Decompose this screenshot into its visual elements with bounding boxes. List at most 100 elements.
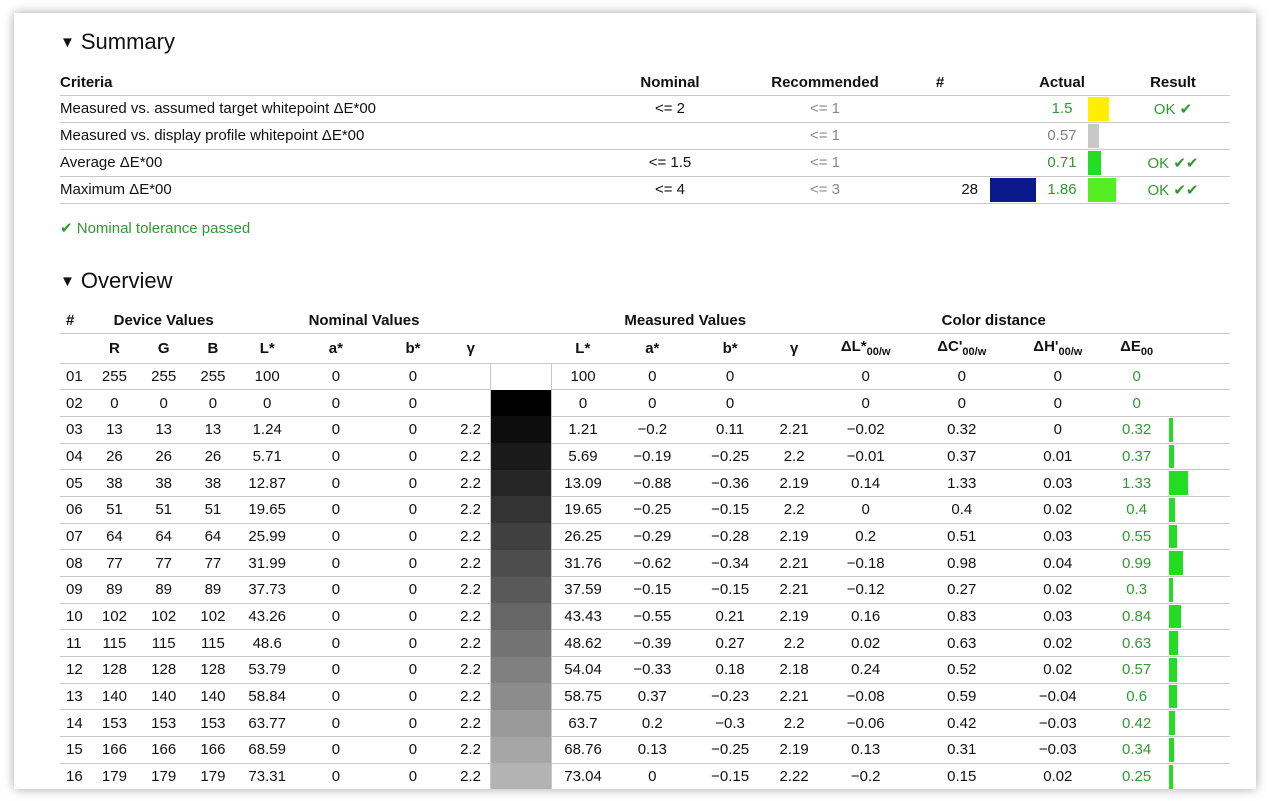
delta-e: 0.34 xyxy=(1104,736,1169,764)
nominal-l: 5.71 xyxy=(237,443,297,471)
nominal-l: 43.26 xyxy=(237,603,297,631)
device-g: 153 xyxy=(139,709,189,738)
measured-a: −0.62 xyxy=(613,549,691,577)
device-r: 128 xyxy=(89,656,140,684)
header-result: Result xyxy=(1116,71,1230,96)
device-g: 140 xyxy=(139,683,189,711)
device-g: 0 xyxy=(139,389,189,417)
nominal-l: 100 xyxy=(237,363,297,391)
delta-l: −0.12 xyxy=(818,576,913,604)
device-r: 64 xyxy=(89,523,140,551)
delta-c: 0 xyxy=(912,363,1011,391)
gray-swatch xyxy=(489,763,553,789)
nominal-b: 0 xyxy=(374,736,452,764)
delta-h: 0.03 xyxy=(1010,523,1105,551)
disclosure-triangle-icon[interactable]: ▼ xyxy=(60,33,75,51)
delta-c: 0.15 xyxy=(912,763,1011,789)
measured-b: −0.23 xyxy=(690,683,770,711)
nominal-a: 0 xyxy=(296,576,375,604)
delta-l: 0.2 xyxy=(818,523,913,551)
delta-e: 0.32 xyxy=(1104,416,1169,444)
device-r: 77 xyxy=(89,549,140,577)
summary-row: Measured vs. display profile whitepoint … xyxy=(60,122,1230,150)
count-cell xyxy=(890,122,990,150)
nominal-b: 0 xyxy=(374,576,452,604)
header-index: # xyxy=(60,309,90,334)
delta-l: 0 xyxy=(818,363,913,391)
device-g: 166 xyxy=(139,736,189,764)
measured-a: −0.39 xyxy=(613,629,691,658)
nominal-b: 0 xyxy=(374,363,452,391)
table-row: 09 89 89 89 37.73 0 0 2.2 37.59 −0.15 −0.15 2.21 −0.… xyxy=(60,576,1230,604)
device-b: 64 xyxy=(188,523,238,551)
delta-h: 0 xyxy=(1010,389,1105,417)
gray-swatch xyxy=(489,416,553,444)
nominal-l: 48.6 xyxy=(237,629,297,658)
measured-gamma: 2.21 xyxy=(769,416,819,444)
nominal-a: 0 xyxy=(296,656,375,684)
disclosure-triangle-icon[interactable]: ▼ xyxy=(60,272,75,290)
measured-l: 37.59 xyxy=(551,576,614,604)
nominal-b: 0 xyxy=(374,549,452,577)
delta-h: 0.02 xyxy=(1010,629,1105,658)
gray-swatch xyxy=(489,363,553,390)
delta-e-bar xyxy=(1168,738,1174,762)
measured-a: 0.13 xyxy=(613,736,691,764)
col-delta-c: ΔC'00/w xyxy=(912,333,1011,364)
nominal-a: 0 xyxy=(296,389,375,417)
measured-b: 0.21 xyxy=(690,603,770,631)
nominal-l: 58.84 xyxy=(237,683,297,711)
patch-number: 05 xyxy=(60,469,90,497)
device-g: 115 xyxy=(139,629,189,658)
table-row: 07 64 64 64 25.99 0 0 2.2 26.25 −0.29 −0.28 2.19 0.2… xyxy=(60,523,1230,551)
measured-l: 54.04 xyxy=(551,656,614,684)
nominal-b: 0 xyxy=(374,629,452,658)
nominal-a: 0 xyxy=(296,736,375,764)
nominal-b: 0 xyxy=(374,763,452,789)
delta-e-bar xyxy=(1168,684,1177,709)
nominal-gamma: 2.2 xyxy=(451,523,491,551)
measured-l: 63.7 xyxy=(551,709,614,738)
summary-section-header[interactable]: ▼ Summary xyxy=(60,29,175,55)
table-row: 05 38 38 38 12.87 0 0 2.2 13.09 −0.88 −0.36 2.19 0.1… xyxy=(60,469,1230,497)
col-g: G xyxy=(139,333,189,364)
gray-swatch xyxy=(489,656,553,684)
nominal-gamma: 2.2 xyxy=(451,683,491,711)
delta-e: 0.25 xyxy=(1104,763,1169,789)
measured-a: −0.19 xyxy=(613,443,691,471)
blue-swatch xyxy=(990,177,1036,202)
nominal-gamma xyxy=(451,363,491,391)
delta-c: 0.52 xyxy=(912,656,1011,684)
delta-e-bar xyxy=(1168,604,1181,629)
delta-e: 0.84 xyxy=(1104,603,1169,631)
device-b: 153 xyxy=(188,709,238,738)
table-row: 08 77 77 77 31.99 0 0 2.2 31.76 −0.62 −0.34 2.21 −0.… xyxy=(60,549,1230,577)
measured-l: 0 xyxy=(551,389,614,417)
measured-b: −0.15 xyxy=(690,576,770,604)
delta-h: 0.02 xyxy=(1010,496,1105,524)
measured-gamma: 2.18 xyxy=(769,656,819,684)
device-r: 179 xyxy=(89,763,140,789)
delta-l: 0.02 xyxy=(818,629,913,658)
device-b: 115 xyxy=(188,629,238,658)
measured-l: 19.65 xyxy=(551,496,614,524)
nominal-b: 0 xyxy=(374,496,452,524)
measured-b: −0.15 xyxy=(690,496,770,524)
measured-a: −0.55 xyxy=(613,603,691,631)
header-color-distance: Color distance xyxy=(818,309,1169,334)
table-row: 02 0 0 0 0 0 0 0 0 0 0 0 0 0 xyxy=(60,389,1230,417)
measured-a: −0.88 xyxy=(613,469,691,497)
nominal-b: 0 xyxy=(374,603,452,631)
overview-section-header[interactable]: ▼ Overview xyxy=(60,268,173,294)
nominal-a: 0 xyxy=(296,469,375,497)
measured-gamma: 2.19 xyxy=(769,523,819,551)
nominal-b: 0 xyxy=(374,683,452,711)
result-cell xyxy=(1116,122,1230,150)
measured-gamma: 2.19 xyxy=(769,469,819,497)
device-b: 51 xyxy=(188,496,238,524)
measured-b: 0 xyxy=(690,363,770,391)
delta-c: 0.83 xyxy=(912,603,1011,631)
device-g: 255 xyxy=(139,363,189,391)
result-cell: OK ✔ xyxy=(1116,95,1230,123)
measured-l: 68.76 xyxy=(551,736,614,764)
